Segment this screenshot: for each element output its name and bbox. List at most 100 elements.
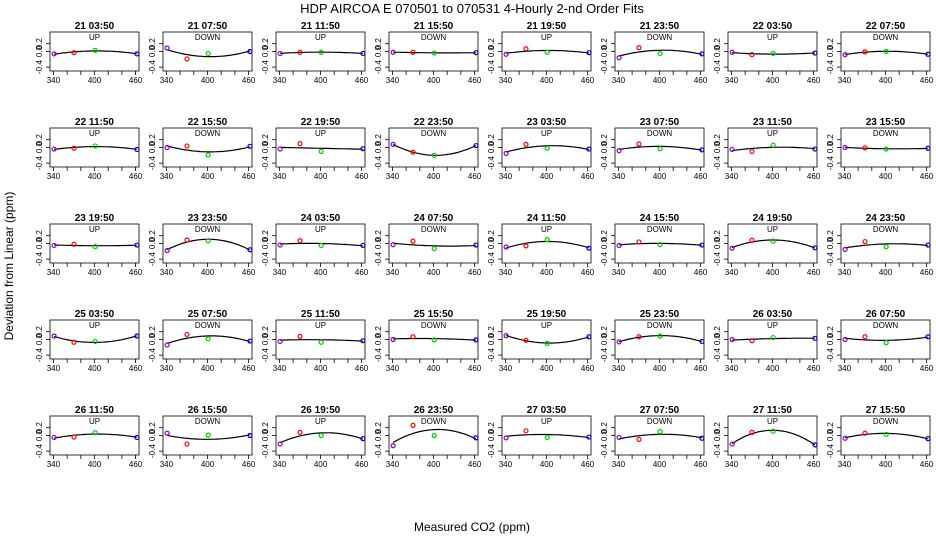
data-point: [431, 245, 437, 252]
x-tick-label: 340: [612, 76, 626, 85]
y-tick-label: -0.4: [713, 60, 722, 74]
panel-title: 24 03:50: [301, 213, 341, 224]
data-point: [360, 338, 366, 344]
y-tick-label: 0.2: [487, 422, 496, 434]
data-point: [503, 333, 509, 339]
data-point: [616, 148, 622, 154]
y-tick-label: -0.4: [148, 60, 157, 74]
fit-curve: [166, 434, 251, 440]
data-point: [925, 242, 931, 248]
x-tick-label: 400: [879, 76, 893, 85]
y-tick-label: -0.4: [148, 444, 157, 458]
y-tick-label: 0.0: [487, 333, 496, 345]
y-tick-label: -0.4: [600, 252, 609, 266]
y-tick-label: 0.2: [487, 326, 496, 338]
x-tick-label: 340: [725, 268, 739, 277]
data-point: [473, 435, 479, 441]
panel-title: 22 03:50: [753, 21, 793, 32]
data-point: [431, 337, 437, 343]
x-tick-label: 460: [807, 172, 821, 181]
data-point: [134, 434, 140, 441]
y-tick-label: -0.4: [374, 60, 383, 74]
data-point: [729, 336, 735, 343]
y-tick-label: 0.0: [35, 237, 44, 249]
panel-title: 24 15:50: [640, 213, 680, 224]
data-point: [749, 237, 755, 243]
panel-label: DOWN: [873, 417, 899, 426]
panel-title: 25 15:50: [414, 309, 454, 320]
x-tick-label: 400: [540, 460, 554, 469]
panel-title: 21 11:50: [301, 21, 340, 32]
x-tick-label: 340: [838, 460, 852, 469]
x-tick-label: 460: [920, 268, 934, 277]
y-tick-label: -0.4: [261, 60, 270, 74]
fit-curve: [845, 243, 928, 249]
data-point: [184, 331, 190, 338]
data-point: [883, 244, 889, 250]
panel-label: DOWN: [195, 417, 221, 426]
y-tick-label: -0.4: [826, 156, 835, 170]
y-tick-label: -0.4: [374, 348, 383, 362]
data-point: [503, 51, 509, 57]
panel-title: 21 07:50: [188, 21, 228, 32]
y-tick-label: 0.2: [826, 326, 835, 338]
data-point: [699, 51, 705, 57]
y-tick-label: 0.2: [600, 134, 609, 146]
x-tick-label: 460: [242, 172, 256, 181]
x-tick-label: 460: [920, 76, 934, 85]
x-tick-label: 460: [355, 172, 369, 181]
y-tick-label: 0.0: [261, 141, 270, 153]
panel-label: DOWN: [421, 225, 447, 234]
y-tick-label: 0.0: [35, 429, 44, 441]
x-tick-label: 460: [129, 76, 143, 85]
data-point: [862, 238, 868, 245]
x-tick-label: 400: [540, 268, 554, 277]
y-tick-label: 0.2: [600, 230, 609, 242]
y-tick-label: 0.2: [826, 38, 835, 50]
x-tick-label: 460: [129, 268, 143, 277]
x-tick-label: 340: [612, 172, 626, 181]
data-point: [749, 338, 755, 344]
y-tick-label: 0.2: [374, 422, 383, 434]
x-tick-label: 460: [355, 460, 369, 469]
data-point: [164, 342, 170, 348]
x-tick-label: 460: [920, 172, 934, 181]
y-tick-label: 0.0: [261, 45, 270, 57]
y-tick-label: 0.2: [487, 38, 496, 50]
data-point: [729, 146, 735, 153]
x-tick-label: 400: [201, 172, 215, 181]
data-point: [636, 239, 642, 245]
x-tick-label: 460: [694, 76, 708, 85]
x-tick-label: 460: [694, 172, 708, 181]
x-tick-label: 340: [47, 364, 61, 373]
y-tick-label: 0.2: [374, 326, 383, 338]
y-tick-label: -0.4: [487, 444, 496, 458]
panel-label: DOWN: [195, 225, 221, 234]
data-point: [164, 45, 170, 51]
panel-label: DOWN: [647, 417, 673, 426]
y-tick-label: 0.2: [713, 326, 722, 338]
x-tick-label: 400: [427, 76, 441, 85]
data-point: [503, 150, 509, 156]
data-point: [205, 238, 211, 244]
fit-curve: [53, 335, 138, 343]
panel-label: DOWN: [873, 33, 899, 42]
x-tick-label: 460: [468, 460, 482, 469]
data-point: [184, 237, 190, 243]
data-point: [586, 334, 592, 340]
data-point: [616, 242, 622, 249]
x-tick-label: 460: [581, 268, 595, 277]
x-tick-label: 400: [766, 268, 780, 277]
x-tick-label: 400: [88, 460, 102, 469]
x-tick-label: 460: [920, 460, 934, 469]
panel-label: UP: [541, 33, 552, 42]
data-point: [318, 432, 324, 439]
x-tick-label: 460: [807, 460, 821, 469]
y-tick-label: 0.0: [713, 429, 722, 441]
